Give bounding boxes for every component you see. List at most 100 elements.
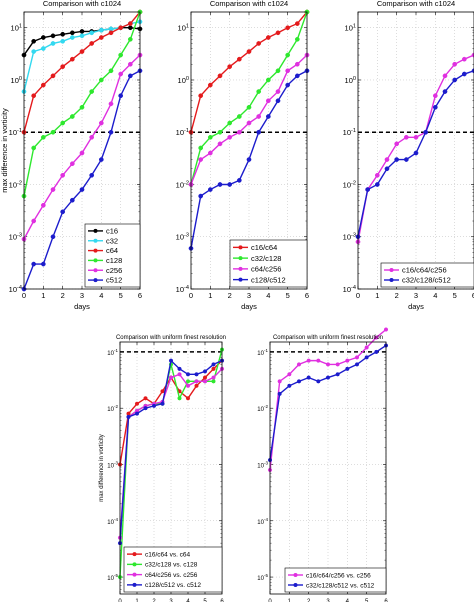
data-point [316,379,321,384]
data-point [461,56,467,62]
data-point [185,383,191,388]
data-point [127,73,133,79]
data-point [143,406,148,411]
data-point [69,114,75,119]
y-tick-base: 10 [176,233,184,242]
y-tick-label: 10-1 [257,348,268,357]
series-6 [21,68,143,292]
data-point [89,30,95,36]
x-tick-label: 4 [433,291,437,300]
data-point [202,379,208,384]
x-tick-label: 5 [119,291,123,300]
y-tick-exponent: -4 [114,517,118,522]
y-tick-base: 10 [345,76,353,85]
axes-box [269,341,387,595]
legend-swatch-marker [238,266,243,271]
y-tick-base: 10 [107,463,114,469]
data-point [198,145,204,151]
data-point [118,52,124,58]
data-point [236,129,242,135]
data-point [79,104,85,110]
data-point [60,209,66,215]
chart-title: Comparison with c1024 [377,0,455,8]
data-point [277,379,282,384]
data-point [236,56,242,62]
y-tick-exponent: -3 [351,233,356,239]
x-tick-label: 3 [326,599,330,602]
x-tick-label: 3 [169,599,173,602]
x-tick-label: 4 [266,291,270,300]
y-axis-label: max difference in vorticity [0,108,9,193]
data-point [294,73,300,79]
data-point [98,27,104,33]
data-point [256,129,262,135]
data-point [134,411,140,416]
y-tick-exponent: -4 [351,285,356,291]
legend-swatch-marker [389,278,394,282]
legend-swatch-marker [132,572,137,577]
y-tick-exponent: -4 [264,517,268,522]
data-point [50,187,56,192]
y-tick-label: 100 [178,76,189,85]
data-point [275,98,281,104]
data-point [79,49,85,54]
legend-label: c128 [106,256,122,265]
y-tick-label: 101 [178,24,189,33]
data-point [98,157,104,162]
data-point [423,129,429,135]
data-point [265,98,271,104]
chart-title: Comparison with c1024 [43,0,121,8]
data-point [69,30,75,36]
legend-label: c16/c64 vs. c64 [145,551,191,558]
y-tick-label: 10-3 [9,233,22,242]
data-point [236,178,242,183]
data-point [364,355,369,360]
y-tick-label: 100 [345,76,356,85]
x-tick-label: 6 [384,599,388,602]
data-point [246,120,252,126]
data-point [40,35,46,40]
y-tick-exponent: 1 [353,24,356,30]
data-point [461,71,467,77]
legend-label: c16/c64/c256 [402,266,447,275]
data-point [217,73,223,79]
x-tick-label: 2 [61,291,65,300]
data-point [89,41,95,46]
y-tick-base: 10 [11,24,19,33]
data-point [185,396,191,401]
y-tick-base: 10 [176,128,184,137]
data-point [432,104,438,110]
x-tick-label: 0 [356,291,360,300]
legend-swatch-marker [132,582,137,587]
legend-label: c32/c128 vs. c128 [145,562,198,569]
legend-swatch-marker [238,277,243,282]
x-tick-label: 6 [472,291,474,300]
data-point [177,372,182,377]
legend-label: c32/c128/c512 vs. c512 [306,582,375,589]
data-point [89,134,95,140]
data-point [452,77,458,83]
y-tick-label: 10-2 [107,404,118,413]
data-point [394,157,400,162]
y-tick-base: 10 [9,180,17,189]
data-point [50,234,56,240]
data-point [384,157,390,162]
data-point [79,187,85,192]
x-tick-label: 2 [307,599,311,602]
data-point [275,30,281,36]
data-point [335,372,340,377]
y-tick-base: 10 [343,180,351,189]
y-tick-label: 10-2 [176,180,189,189]
data-point [79,29,85,34]
data-point [374,172,380,178]
y-tick-base: 10 [107,576,114,582]
y-tick-base: 10 [257,520,264,526]
y-tick-exponent: -4 [184,285,189,291]
legend-swatch-marker [132,562,137,567]
data-point [354,362,360,367]
data-point [69,197,75,203]
data-point [127,21,133,26]
legend-swatch-marker [238,256,243,261]
